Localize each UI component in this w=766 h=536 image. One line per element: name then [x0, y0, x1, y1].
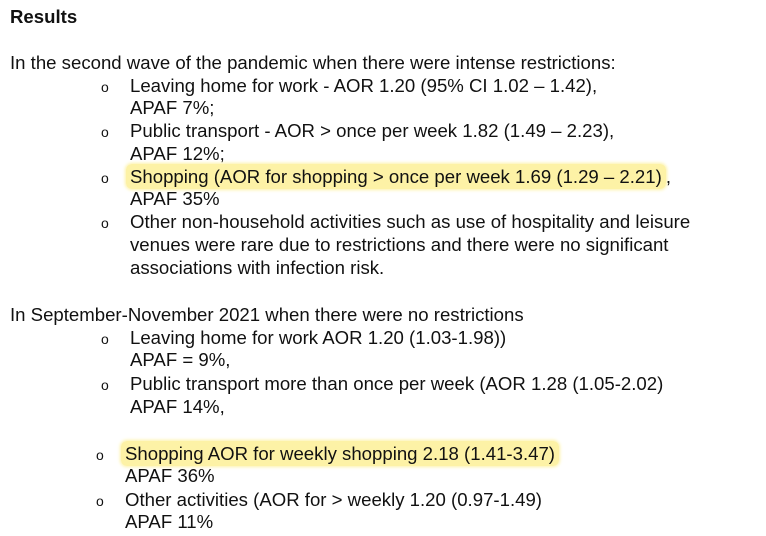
list-item-line: APAF 11%	[125, 511, 214, 532]
list-item-line: APAF 14%,	[130, 396, 225, 417]
list-item-line: Public transport more than once per week…	[130, 373, 664, 394]
punctuation: ,	[665, 166, 671, 187]
list-item-line: APAF 36%	[125, 465, 215, 486]
list-item-line: Other non-household activities such as u…	[130, 211, 691, 232]
list-item-line: Leaving home for work - AOR 1.20 (95% CI…	[130, 75, 598, 96]
list-item-line: APAF 7%;	[130, 97, 215, 118]
bullet-icon: o	[101, 377, 109, 393]
list-item-line: Other activities (AOR for > weekly 1.20 …	[125, 489, 542, 510]
list-item-line: Public transport - AOR > once per week 1…	[130, 120, 615, 141]
list-item-line: Leaving home for work AOR 1.20 (1.03-1.9…	[130, 327, 507, 348]
highlighted-text: Shopping (AOR for shopping > once per we…	[126, 164, 666, 189]
list-item-line: APAF 35%	[130, 188, 220, 209]
bullet-icon: o	[101, 79, 109, 95]
list-item-line: APAF 12%;	[130, 143, 225, 164]
section2-intro: In September-November 2021 when there we…	[10, 304, 524, 325]
bullet-icon: o	[101, 124, 109, 140]
results-heading: Results	[10, 6, 78, 27]
list-item-line: Shopping AOR for weekly shopping 2.18 (1…	[121, 441, 559, 466]
list-item-line: Shopping (AOR for shopping > once per we…	[126, 164, 671, 189]
bullet-icon: o	[96, 447, 104, 463]
bullet-icon: o	[101, 215, 109, 231]
bullet-icon: o	[101, 331, 109, 347]
list-item-line: venues were rare due to restrictions and…	[130, 234, 669, 255]
section1-intro: In the second wave of the pandemic when …	[10, 52, 616, 73]
bullet-icon: o	[96, 493, 104, 509]
highlighted-text: Shopping AOR for weekly shopping 2.18 (1…	[121, 441, 559, 466]
list-item-line: associations with infection risk.	[130, 257, 385, 278]
list-item-line: APAF = 9%,	[130, 349, 231, 370]
bullet-icon: o	[101, 170, 109, 186]
